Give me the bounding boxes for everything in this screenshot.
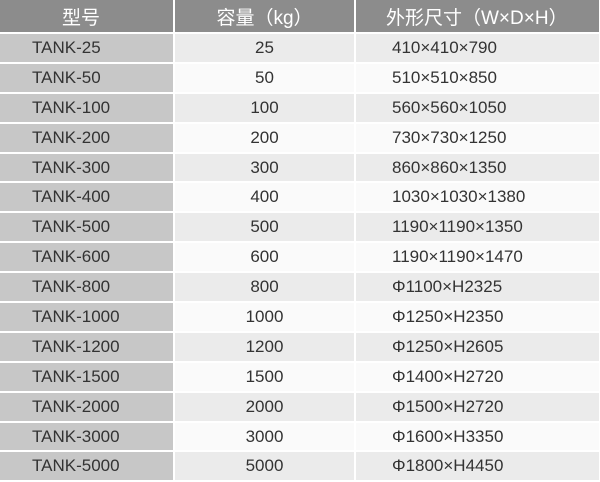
dimensions-cell: 560×560×1050 [355, 92, 600, 124]
capacity-cell: 300 [174, 152, 356, 184]
model-cell: TANK-400 [0, 182, 175, 214]
table-row: TANK-2000 2000 Φ1500×H2720 [0, 391, 600, 423]
capacity-cell: 100 [174, 92, 356, 124]
capacity-cell: 1000 [174, 302, 356, 333]
table-row: TANK-600 600 1190×1190×1470 [0, 242, 600, 274]
model-cell: TANK-1500 [0, 361, 175, 393]
table-row: TANK-1000 1000 Φ1250×H2350 [0, 302, 600, 333]
dimensions-cell: Φ1500×H2720 [355, 391, 600, 423]
model-cell: TANK-100 [0, 92, 175, 124]
model-cell: TANK-25 [0, 33, 175, 64]
header-model: 型号 [0, 0, 175, 34]
model-cell: TANK-2000 [0, 391, 175, 423]
model-cell: TANK-500 [0, 212, 175, 244]
table-row: TANK-300 300 860×860×1350 [0, 152, 600, 184]
table-row: TANK-200 200 730×730×1250 [0, 122, 600, 154]
capacity-cell: 500 [174, 212, 356, 244]
capacity-cell: 400 [174, 182, 356, 214]
dimensions-cell: 410×410×790 [355, 33, 600, 64]
dimensions-cell: 1190×1190×1470 [355, 242, 600, 274]
model-cell: TANK-300 [0, 152, 175, 184]
model-cell: TANK-1200 [0, 331, 175, 363]
model-cell: TANK-50 [0, 62, 175, 94]
header-capacity: 容量（kg） [174, 0, 356, 34]
capacity-cell: 200 [174, 122, 356, 154]
dimensions-cell: 730×730×1250 [355, 122, 600, 154]
dimensions-cell: Φ1250×H2605 [355, 331, 600, 363]
table-row: TANK-3000 3000 Φ1600×H3350 [0, 421, 600, 453]
table-row: TANK-25 25 410×410×790 [0, 33, 600, 64]
dimensions-cell: Φ1800×H4450 [355, 451, 600, 482]
table-row: TANK-400 400 1030×1030×1380 [0, 182, 600, 214]
capacity-cell: 5000 [174, 451, 356, 482]
table-row: TANK-5000 5000 Φ1800×H4450 [0, 451, 600, 482]
dimensions-cell: 860×860×1350 [355, 152, 600, 184]
dimensions-cell: Φ1400×H2720 [355, 361, 600, 393]
table-row: TANK-800 800 Φ1100×H2325 [0, 272, 600, 304]
table-row: TANK-1500 1500 Φ1400×H2720 [0, 361, 600, 393]
capacity-cell: 25 [174, 33, 356, 64]
model-cell: TANK-600 [0, 242, 175, 274]
model-cell: TANK-5000 [0, 451, 175, 482]
capacity-cell: 800 [174, 272, 356, 304]
model-cell: TANK-200 [0, 122, 175, 154]
model-cell: TANK-800 [0, 272, 175, 304]
header-dimensions: 外形尺寸（W×D×H） [355, 0, 600, 34]
dimensions-cell: 1030×1030×1380 [355, 182, 600, 214]
table-row: TANK-500 500 1190×1190×1350 [0, 212, 600, 244]
capacity-cell: 1200 [174, 331, 356, 363]
capacity-cell: 50 [174, 62, 356, 94]
capacity-cell: 2000 [174, 391, 356, 423]
dimensions-cell: Φ1250×H2350 [355, 302, 600, 333]
dimensions-cell: Φ1100×H2325 [355, 272, 600, 304]
capacity-cell: 600 [174, 242, 356, 274]
model-cell: TANK-3000 [0, 421, 175, 453]
dimensions-cell: Φ1600×H3350 [355, 421, 600, 453]
header-row: 型号 容量（kg） 外形尺寸（W×D×H） [0, 0, 600, 34]
dimensions-cell: 1190×1190×1350 [355, 212, 600, 244]
dimensions-cell: 510×510×850 [355, 62, 600, 94]
table-row: TANK-50 50 510×510×850 [0, 62, 600, 94]
table-row: TANK-100 100 560×560×1050 [0, 92, 600, 124]
model-cell: TANK-1000 [0, 302, 175, 333]
capacity-cell: 3000 [174, 421, 356, 453]
capacity-cell: 1500 [174, 361, 356, 393]
table-row: TANK-1200 1200 Φ1250×H2605 [0, 331, 600, 363]
